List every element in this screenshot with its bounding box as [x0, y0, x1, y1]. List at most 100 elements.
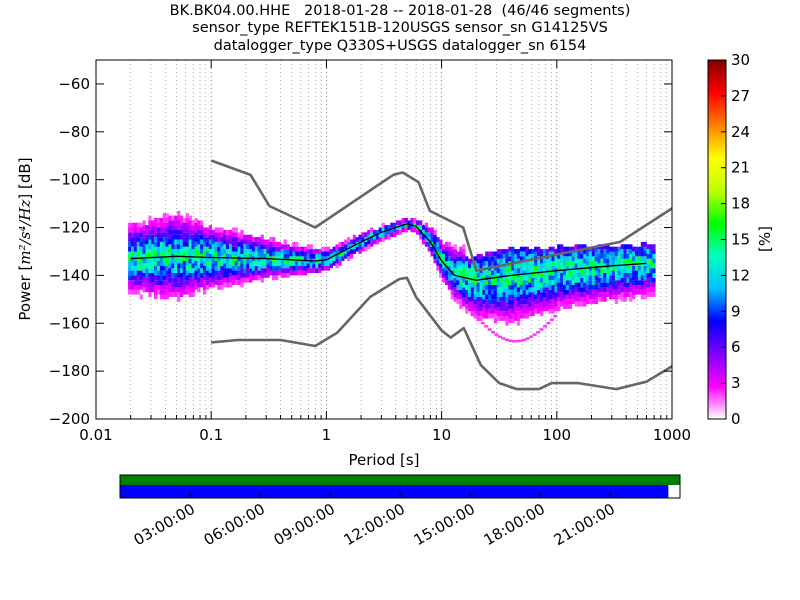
- histogram-cell: [531, 253, 535, 259]
- histogram-cell: [162, 251, 166, 257]
- histogram-cell: [652, 273, 656, 278]
- histogram-cell: [511, 294, 515, 300]
- histogram-cell: [148, 292, 152, 297]
- histogram-cell: [563, 246, 567, 252]
- histogram-cell: [560, 296, 564, 302]
- histogram-cell: [430, 237, 434, 242]
- histogram-cell: [214, 237, 218, 242]
- histogram-cell: [174, 263, 178, 269]
- histogram-cell: [580, 296, 584, 302]
- histogram-cell: [162, 280, 166, 285]
- histogram-cell: [554, 301, 558, 307]
- histogram-cell: [565, 280, 570, 285]
- histogram-cell: [165, 270, 169, 276]
- histogram-cell: [182, 265, 187, 271]
- histogram-cell: [571, 275, 575, 281]
- histogram-cell: [180, 292, 184, 297]
- histogram-cell: [162, 270, 166, 276]
- histogram-cell: [177, 249, 181, 254]
- histogram-cell: [652, 282, 656, 288]
- histogram-cell: [491, 313, 495, 319]
- histogram-cell: [387, 225, 391, 230]
- histogram-cell: [534, 246, 538, 252]
- histogram-cell: [156, 280, 161, 285]
- histogram-cell: [136, 232, 141, 238]
- histogram-cell: [505, 296, 509, 302]
- y-tick-label: −100: [49, 171, 90, 189]
- histogram-cell: [537, 308, 541, 314]
- histogram-cell: [522, 251, 526, 257]
- histogram-cell: [522, 304, 526, 309]
- histogram-cell: [516, 311, 521, 317]
- histogram-cell: [626, 273, 630, 278]
- histogram-cell: [540, 292, 544, 297]
- histogram-cell: [560, 282, 564, 288]
- histogram-cell: [226, 268, 230, 273]
- histogram-cell: [156, 256, 161, 262]
- histogram-cell: [289, 256, 293, 262]
- histogram-cell: [612, 275, 616, 281]
- histogram-cell: [496, 277, 501, 283]
- histogram-cell: [545, 258, 549, 264]
- histogram-cell: [203, 275, 207, 281]
- histogram-cell: [372, 239, 377, 245]
- histogram-cell: [597, 258, 601, 264]
- histogram-cell: [456, 261, 460, 266]
- histogram-cell: [565, 265, 570, 271]
- histogram-cell: [341, 241, 345, 247]
- histogram-cell: [133, 280, 138, 285]
- histogram-cell: [442, 258, 446, 264]
- histogram-cell: [398, 220, 403, 226]
- histogram-cell: [482, 270, 486, 276]
- histogram-cell: [240, 234, 244, 240]
- histogram-cell: [519, 294, 524, 300]
- histogram-cell: [519, 270, 524, 276]
- histogram-cell: [393, 232, 397, 238]
- histogram-cell: [531, 311, 535, 317]
- histogram-cell: [488, 294, 492, 300]
- histogram-cell: [519, 313, 524, 319]
- histogram-cell: [272, 246, 276, 252]
- histogram-cell: [151, 273, 155, 278]
- histogram-cell: [165, 280, 169, 285]
- histogram-cell: [197, 229, 201, 235]
- histogram-cell: [148, 225, 152, 230]
- histogram-cell: [208, 282, 213, 288]
- histogram-cell: [652, 287, 656, 293]
- histogram-cell: [620, 268, 624, 273]
- histogram-cell: [211, 277, 215, 283]
- histogram-cell: [177, 292, 181, 297]
- histogram-cell: [148, 249, 152, 254]
- histogram-cell: [168, 215, 172, 221]
- histogram-cell: [177, 287, 181, 293]
- histogram-cell: [560, 244, 564, 250]
- histogram-cell: [594, 299, 598, 305]
- histogram-cell: [246, 249, 250, 254]
- histogram-cell: [407, 225, 411, 230]
- histogram-cell: [133, 265, 138, 271]
- histogram-cell: [139, 232, 143, 238]
- histogram-cell: [444, 246, 449, 252]
- histogram-cell: [188, 258, 192, 264]
- histogram-cell: [563, 304, 567, 309]
- histogram-cell: [597, 292, 601, 297]
- y-tick-label: −60: [58, 75, 90, 93]
- histogram-cell: [568, 251, 573, 257]
- histogram-cell: [358, 234, 362, 240]
- histogram-cell: [629, 273, 633, 278]
- histogram-cell: [200, 268, 204, 273]
- histogram-cell: [617, 246, 621, 252]
- histogram-cell: [203, 270, 207, 276]
- histogram-cell: [324, 256, 328, 262]
- histogram-cell: [640, 265, 645, 271]
- histogram-cell: [154, 222, 158, 228]
- histogram-cell: [226, 258, 230, 264]
- histogram-cell: [142, 234, 146, 240]
- histogram-cell: [214, 256, 218, 262]
- histogram-cell: [488, 304, 492, 309]
- histogram-cell: [249, 268, 253, 273]
- histogram-cell: [626, 287, 630, 293]
- histogram-cell: [223, 234, 227, 240]
- histogram-cell: [315, 249, 319, 254]
- histogram-cell: [493, 313, 498, 319]
